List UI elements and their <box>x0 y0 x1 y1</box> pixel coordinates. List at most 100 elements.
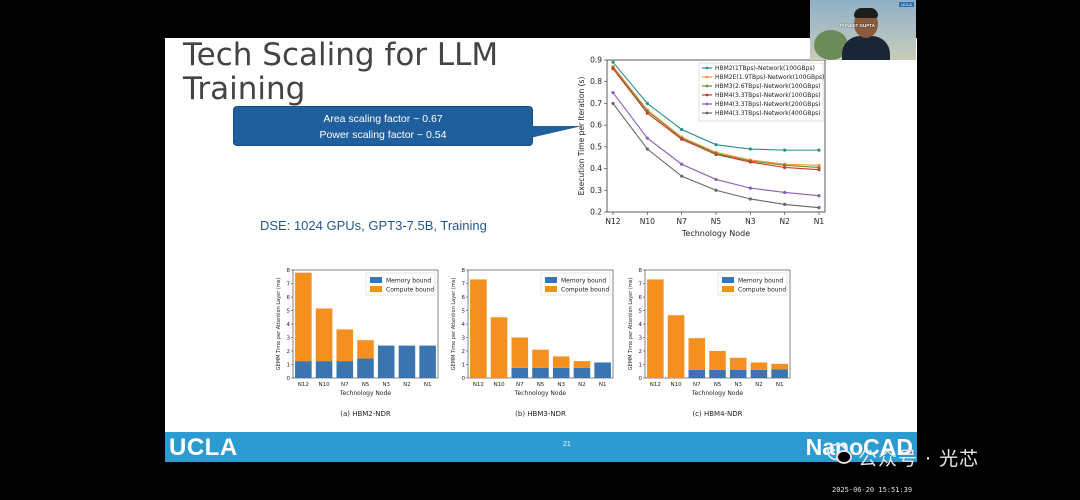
x-axis-label: Technology Node <box>691 390 743 397</box>
x-axis-label: Technology Node <box>681 229 750 238</box>
y-tick-label: 2 <box>462 349 466 355</box>
y-tick-label: 1 <box>639 363 643 369</box>
x-tick-label: N5 <box>711 217 722 226</box>
power-scaling-text: Power scaling factor ~ 0.54 <box>319 129 447 141</box>
legend-label: HBM3(2.6TBps)-Network(100GBps) <box>715 83 821 90</box>
y-tick-label: 4 <box>287 322 291 328</box>
legend-label: Compute bound <box>386 287 434 294</box>
x-tick-label: N2 <box>578 382 586 388</box>
chart-caption: (a) HBM2-NDR <box>340 410 391 418</box>
bar-segment <box>771 363 788 370</box>
x-axis-label: Technology Node <box>514 390 566 397</box>
x-tick-label: N3 <box>557 382 565 388</box>
y-tick-label: 6 <box>639 295 643 301</box>
legend-swatch <box>722 286 734 292</box>
data-point <box>748 197 752 201</box>
hbm2-bar-chart: 0 1 2 3 4 5 6 7 8 N12 N10 N7 N5 N3 N2 N1 Technology Node… <box>276 268 439 418</box>
bar-segment <box>771 369 788 378</box>
y-tick-label: 0.7 <box>590 99 602 108</box>
legend-label: Memory bound <box>561 278 606 285</box>
legend-label: Compute bound <box>738 287 786 294</box>
y-axis-label: GEMM Time per Attention Layer (ms) <box>451 278 457 371</box>
chart-caption: (b) HBM3-NDR <box>515 410 566 418</box>
legend-box <box>698 62 824 122</box>
hbm4-bar-chart: 0 1 2 3 4 5 6 7 8 N12 N10 N7 N5 N3 N2 N1 Technology Node… <box>628 268 791 418</box>
y-axis-label: GEMM Time per Attention Layer (ms) <box>276 278 282 371</box>
data-point <box>680 137 684 141</box>
legend-label: HBM2(1TBps)-Network(100GBps) <box>715 65 815 72</box>
y-tick-label: 8 <box>462 268 466 274</box>
wechat-icon <box>827 443 852 464</box>
bar-segment <box>295 361 312 378</box>
slide-title: Tech Scaling for LLM Training <box>183 38 498 106</box>
data-point <box>611 101 615 106</box>
x-tick-label: N12 <box>605 217 620 226</box>
data-point <box>783 202 787 206</box>
y-tick-label: 8 <box>287 268 291 274</box>
bar-segment <box>357 340 374 359</box>
y-tick-label: 3 <box>639 336 643 342</box>
data-point <box>611 60 615 64</box>
bar-segment <box>750 362 768 370</box>
bar-segment <box>729 357 747 370</box>
bar-segment <box>532 367 549 378</box>
data-point <box>680 162 684 166</box>
bar-segment <box>667 315 685 378</box>
bar-segment <box>315 308 333 362</box>
data-point <box>783 190 787 195</box>
x-axis-label: Technology Node <box>339 390 391 397</box>
y-tick-label: 0 <box>462 376 466 382</box>
data-point <box>611 90 615 95</box>
x-tick-label: N5 <box>362 382 370 388</box>
bar-segment <box>688 369 706 378</box>
legend-swatch <box>370 286 382 292</box>
y-tick-label: 3 <box>287 336 291 342</box>
y-axis-label: Execution Time per Iteration (s) <box>577 77 586 196</box>
x-tick-label: N5 <box>537 382 545 388</box>
x-tick-label: N1 <box>424 382 432 388</box>
data-point <box>748 160 752 164</box>
watermark-text: 公众号 · 光芯 <box>858 448 980 470</box>
y-axis-label: GEMM Time per Attention Layer (ms) <box>628 278 634 371</box>
legend-marker <box>705 102 709 106</box>
ucla-logo: UCLA <box>169 434 238 461</box>
x-tick-label: N2 <box>755 382 763 388</box>
y-tick-label: 4 <box>639 322 643 328</box>
legend-box <box>540 272 611 296</box>
y-tick-label: 0 <box>287 376 291 382</box>
x-tick-label: N7 <box>516 382 524 388</box>
legend-label: HBM4(3.3TBps)-Network(400GBps) <box>715 110 821 117</box>
presentation-slide: Tech Scaling for LLM Training Area scali… <box>165 38 917 462</box>
bar-segment <box>552 367 570 378</box>
legend-marker <box>705 93 709 97</box>
x-tick-label: N3 <box>382 382 390 388</box>
data-point <box>817 168 821 172</box>
data-point <box>783 165 787 170</box>
speaker-webcam[interactable]: UCLA PUNEET GUPTA <box>810 0 916 60</box>
y-tick-label: 0.4 <box>590 164 602 173</box>
data-point <box>645 111 649 115</box>
x-tick-label: N10 <box>319 382 331 388</box>
y-tick-label: 0.2 <box>590 208 602 217</box>
x-tick-label: N7 <box>341 382 349 388</box>
y-tick-label: 0.3 <box>590 186 602 195</box>
bar-segment <box>729 369 747 378</box>
slide-number: 21 <box>563 441 571 448</box>
legend-label: Memory bound <box>738 278 783 285</box>
legend-swatch <box>370 277 382 283</box>
bar-segment <box>511 337 529 368</box>
bar-segment <box>490 317 508 378</box>
bar-segment <box>552 356 570 368</box>
legend-marker <box>705 66 709 70</box>
bar-segment <box>647 279 664 378</box>
y-tick-label: 1 <box>287 363 291 369</box>
y-tick-label: 2 <box>287 349 291 355</box>
bar-segment <box>336 329 354 362</box>
y-tick-label: 7 <box>462 282 466 288</box>
data-point <box>714 177 718 182</box>
x-tick-label: N10 <box>494 382 506 388</box>
legend-marker <box>705 75 709 79</box>
x-tick-label: N1 <box>776 382 784 388</box>
x-tick-label: N10 <box>671 382 683 388</box>
legend-label: HBM4(3.3TBps)-Network(100GBps) <box>715 92 821 99</box>
